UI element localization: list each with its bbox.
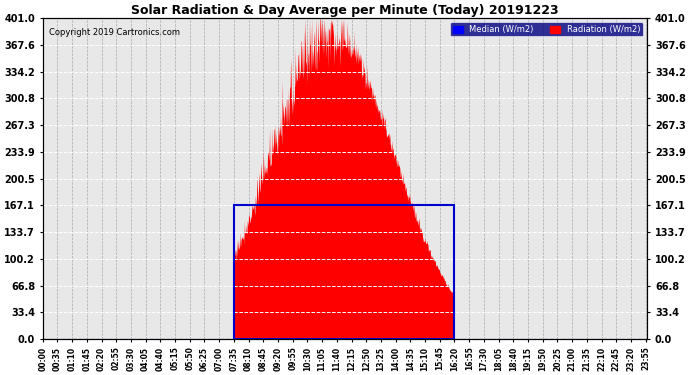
Text: Copyright 2019 Cartronics.com: Copyright 2019 Cartronics.com xyxy=(49,28,179,37)
Title: Solar Radiation & Day Average per Minute (Today) 20191223: Solar Radiation & Day Average per Minute… xyxy=(131,4,559,17)
Legend: Median (W/m2), Radiation (W/m2): Median (W/m2), Radiation (W/m2) xyxy=(451,22,643,36)
Bar xyxy=(234,206,453,339)
